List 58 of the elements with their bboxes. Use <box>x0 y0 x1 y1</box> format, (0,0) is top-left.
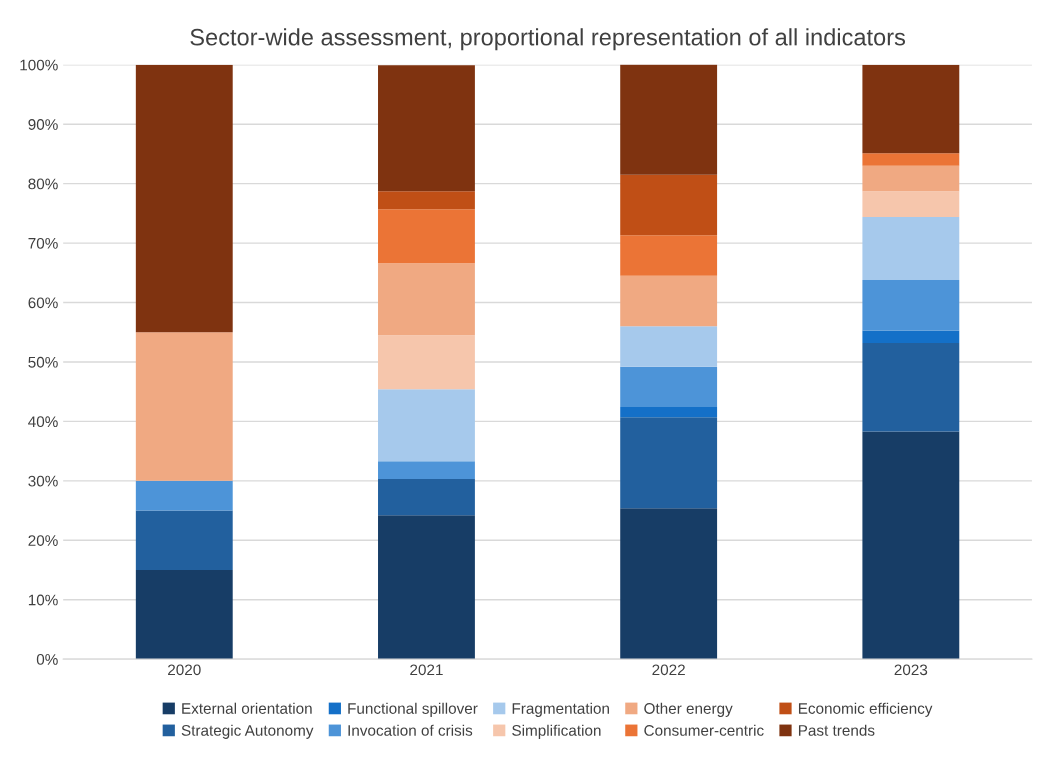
legend-label: Other energy <box>644 702 733 717</box>
legend-label: External orientation <box>182 702 312 714</box>
y-tick-label: 60% <box>28 297 58 309</box>
x-tick-label: 2021 <box>410 664 443 676</box>
bar <box>135 569 233 660</box>
bar <box>862 64 960 154</box>
y-tick-label: 30% <box>28 475 58 487</box>
legend-label: Consumer-centric <box>644 724 764 736</box>
y-tick-label: 50% <box>28 356 58 368</box>
bar <box>620 407 718 418</box>
bar <box>378 263 475 336</box>
y-tick-label: 10% <box>28 594 58 606</box>
bar <box>862 165 960 192</box>
x-tick-label: 2022 <box>652 664 685 676</box>
y-tick-label: 0% <box>36 654 58 665</box>
bar <box>620 417 718 509</box>
bar <box>378 515 475 660</box>
bar <box>135 510 233 570</box>
bar <box>378 461 475 480</box>
bar <box>862 216 960 280</box>
bar <box>862 279 960 331</box>
bar <box>378 65 475 192</box>
y-tick-label: 90% <box>28 119 58 130</box>
bar <box>135 332 233 481</box>
bar <box>378 209 475 264</box>
y-tick-label: 20% <box>28 535 58 546</box>
bar <box>378 389 475 462</box>
legend-label: Invocation of crisis <box>348 724 473 736</box>
y-tick-label: 100% <box>20 59 58 71</box>
y-tick-label: 70% <box>28 237 58 249</box>
bar <box>620 235 718 276</box>
y-tick-label: 40% <box>28 416 58 428</box>
bar <box>620 275 718 327</box>
legend-label: Economic efficiency <box>798 702 933 717</box>
bar <box>620 508 718 660</box>
legend-label: Simplification <box>512 724 601 739</box>
bar <box>862 431 960 660</box>
bar <box>620 64 718 175</box>
bar <box>620 366 718 408</box>
y-tick-label: 80% <box>28 178 58 190</box>
x-tick-label: 2020 <box>168 664 201 676</box>
bar <box>862 330 960 343</box>
bar <box>862 342 960 432</box>
bar <box>378 191 475 210</box>
legend-label: Strategic Autonomy <box>181 724 314 739</box>
bar <box>135 480 233 511</box>
bar <box>620 174 718 236</box>
bar <box>135 64 233 333</box>
bar <box>378 479 475 516</box>
x-tick-label: 2023 <box>894 664 928 676</box>
legend-label: Fragmentation <box>512 702 609 717</box>
chart-title: Sector-wide assessment, proportional representation of all indicators <box>190 28 906 51</box>
bar <box>862 191 960 217</box>
bar <box>378 335 475 390</box>
bar <box>620 326 718 367</box>
legend-label: Past trends <box>798 724 875 736</box>
legend-label: Functional spillover <box>348 702 478 717</box>
bar <box>862 153 960 166</box>
